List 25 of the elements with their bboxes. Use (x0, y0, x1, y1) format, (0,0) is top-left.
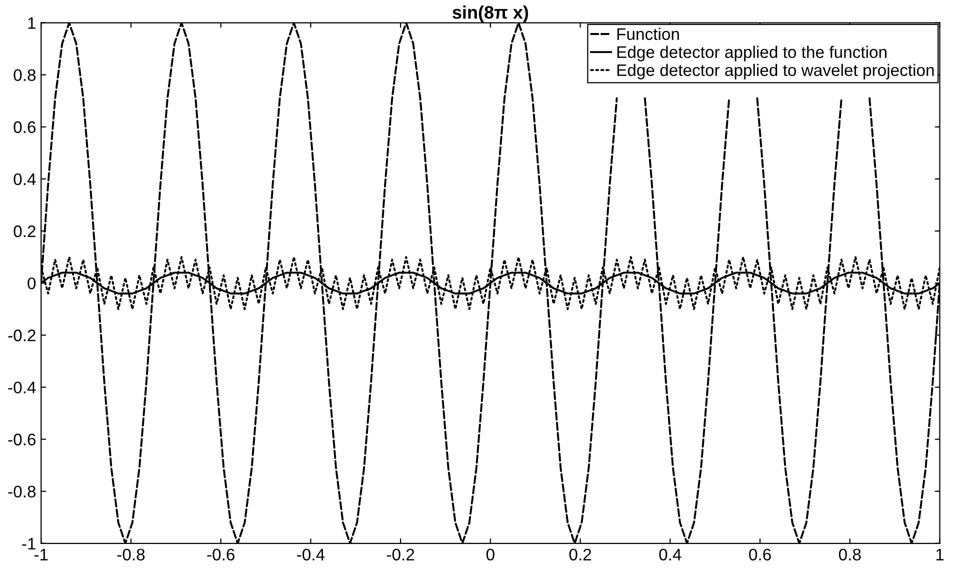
x-tick-label: 0.8 (838, 548, 861, 560)
y-tick-label: -0.6 (8, 434, 36, 446)
y-tick-label: 0 (28, 277, 36, 290)
x-tick-label: 0 (486, 548, 494, 560)
x-tick-label: -0.4 (297, 548, 325, 560)
y-tick-label: 0.4 (14, 173, 36, 186)
y-tick-label: 0.6 (14, 121, 36, 134)
y-tick-label: -0.4 (8, 382, 36, 394)
x-tick-label: 1 (936, 548, 944, 560)
y-tick-label: -0.8 (8, 486, 36, 498)
y-tick-label: -0.2 (8, 330, 36, 342)
y-tick-label: 0.8 (14, 69, 36, 82)
legend-label: Edge detector applied to wavelet projection (617, 64, 934, 80)
chart-title: sin(8π x) (452, 6, 528, 22)
legend-label: Function (617, 28, 679, 40)
x-tick-label: -0.8 (117, 548, 145, 560)
x-tick-label: 0.4 (659, 548, 682, 560)
x-tick-label: -0.2 (386, 548, 414, 560)
x-tick-label: 0.6 (749, 548, 771, 560)
legend-label: Edge detector applied to the function (617, 46, 886, 62)
y-tick-label: 0.2 (14, 225, 36, 238)
y-tick-label: 1 (28, 17, 36, 29)
x-tick-label: -0.6 (207, 548, 234, 560)
x-tick-label: 0.2 (569, 548, 592, 560)
y-tick-label: -1 (22, 538, 36, 550)
